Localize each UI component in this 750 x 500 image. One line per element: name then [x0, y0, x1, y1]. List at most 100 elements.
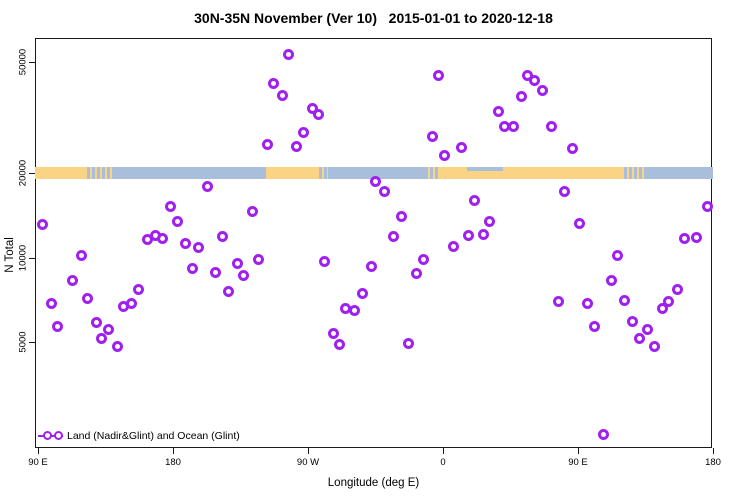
data-point — [662, 296, 674, 308]
data-point — [598, 429, 609, 441]
y-axis-tick — [29, 173, 35, 175]
data-point — [484, 215, 495, 227]
x-axis-tick — [308, 448, 309, 454]
land-ocean-band-segment — [317, 167, 328, 180]
data-point — [463, 230, 474, 242]
land-ocean-band-segment — [266, 167, 317, 180]
data-point — [574, 218, 585, 230]
data-point — [328, 328, 339, 340]
x-tick-label: 90 E — [568, 457, 588, 468]
x-axis-tick — [38, 448, 39, 454]
x-tick-label: 90 E — [28, 457, 48, 468]
data-point — [619, 294, 630, 306]
y-axis-tick — [29, 62, 35, 63]
land-ocean-band-segment — [503, 167, 622, 180]
legend-label: Land (Nadir&Glint) and Ocean (Glint) — [67, 430, 240, 442]
data-point — [439, 150, 450, 162]
data-point — [395, 211, 407, 223]
data-point — [223, 285, 234, 297]
data-point — [545, 121, 557, 133]
data-point — [238, 269, 249, 281]
data-point — [559, 186, 570, 198]
data-point — [82, 293, 93, 305]
land-ocean-band-segment — [621, 167, 647, 180]
data-point — [209, 266, 221, 278]
data-point — [277, 89, 288, 101]
data-point — [379, 186, 390, 198]
data-point — [478, 229, 489, 241]
data-point — [164, 201, 176, 213]
data-point — [701, 201, 713, 213]
data-point — [536, 84, 548, 96]
data-point — [418, 253, 429, 265]
x-axis-tick — [173, 448, 174, 454]
land-ocean-band-segment — [438, 167, 467, 180]
data-point — [634, 332, 645, 344]
y-tick-label: 20000 — [17, 160, 29, 187]
data-point — [298, 126, 309, 138]
data-point — [157, 233, 168, 245]
y-tick-label: 50000 — [17, 48, 29, 76]
data-point — [349, 305, 360, 317]
data-point — [388, 231, 399, 243]
data-point — [455, 142, 467, 154]
data-point — [448, 240, 459, 252]
data-point — [217, 231, 228, 243]
land-ocean-band-segment — [467, 167, 503, 180]
legend-circle-icon — [43, 431, 52, 440]
x-tick-label: 90 W — [296, 457, 320, 468]
data-point — [370, 176, 381, 188]
plot-area — [35, 38, 712, 448]
data-point — [566, 142, 578, 154]
land-ocean-band-segment — [111, 167, 266, 180]
data-point — [232, 257, 243, 269]
x-axis-tick — [578, 448, 579, 454]
data-point — [193, 241, 204, 253]
y-tick-label: 5000 — [17, 331, 29, 353]
land-ocean-band-segment — [84, 167, 112, 180]
data-point — [581, 298, 593, 310]
data-point — [403, 338, 414, 350]
data-point — [671, 283, 683, 295]
data-point — [187, 262, 198, 274]
data-point — [253, 254, 264, 266]
data-point — [493, 105, 504, 117]
data-point — [508, 121, 519, 133]
data-point — [515, 90, 527, 102]
data-point — [553, 296, 564, 308]
data-point — [262, 139, 273, 151]
data-point — [365, 261, 377, 273]
data-point — [103, 323, 114, 335]
data-point — [649, 341, 660, 353]
data-point — [410, 267, 422, 279]
data-point — [247, 206, 258, 218]
data-point — [172, 215, 183, 227]
data-point — [356, 287, 368, 299]
data-point — [433, 70, 444, 82]
data-point — [125, 297, 137, 309]
x-tick-label: 180 — [705, 457, 721, 468]
data-point — [469, 195, 480, 207]
x-tick-label: 180 — [165, 457, 181, 468]
data-point — [334, 339, 345, 351]
data-point — [529, 75, 540, 87]
data-point — [589, 321, 600, 333]
data-point — [691, 232, 702, 244]
data-point — [76, 249, 87, 261]
data-point — [290, 140, 302, 152]
x-axis-tick — [713, 448, 714, 454]
data-point — [605, 275, 617, 287]
data-point — [427, 131, 438, 143]
data-point — [112, 341, 123, 353]
y-axis-tick — [29, 342, 35, 343]
data-point — [133, 283, 144, 295]
data-point — [313, 108, 324, 120]
x-axis-title: Longitude (deg E) — [327, 477, 420, 489]
land-ocean-band-segment — [647, 167, 713, 180]
data-point — [46, 298, 57, 310]
data-point — [268, 77, 279, 89]
data-point — [95, 332, 107, 344]
legend-circle-icon — [54, 431, 63, 440]
data-point — [179, 238, 191, 250]
